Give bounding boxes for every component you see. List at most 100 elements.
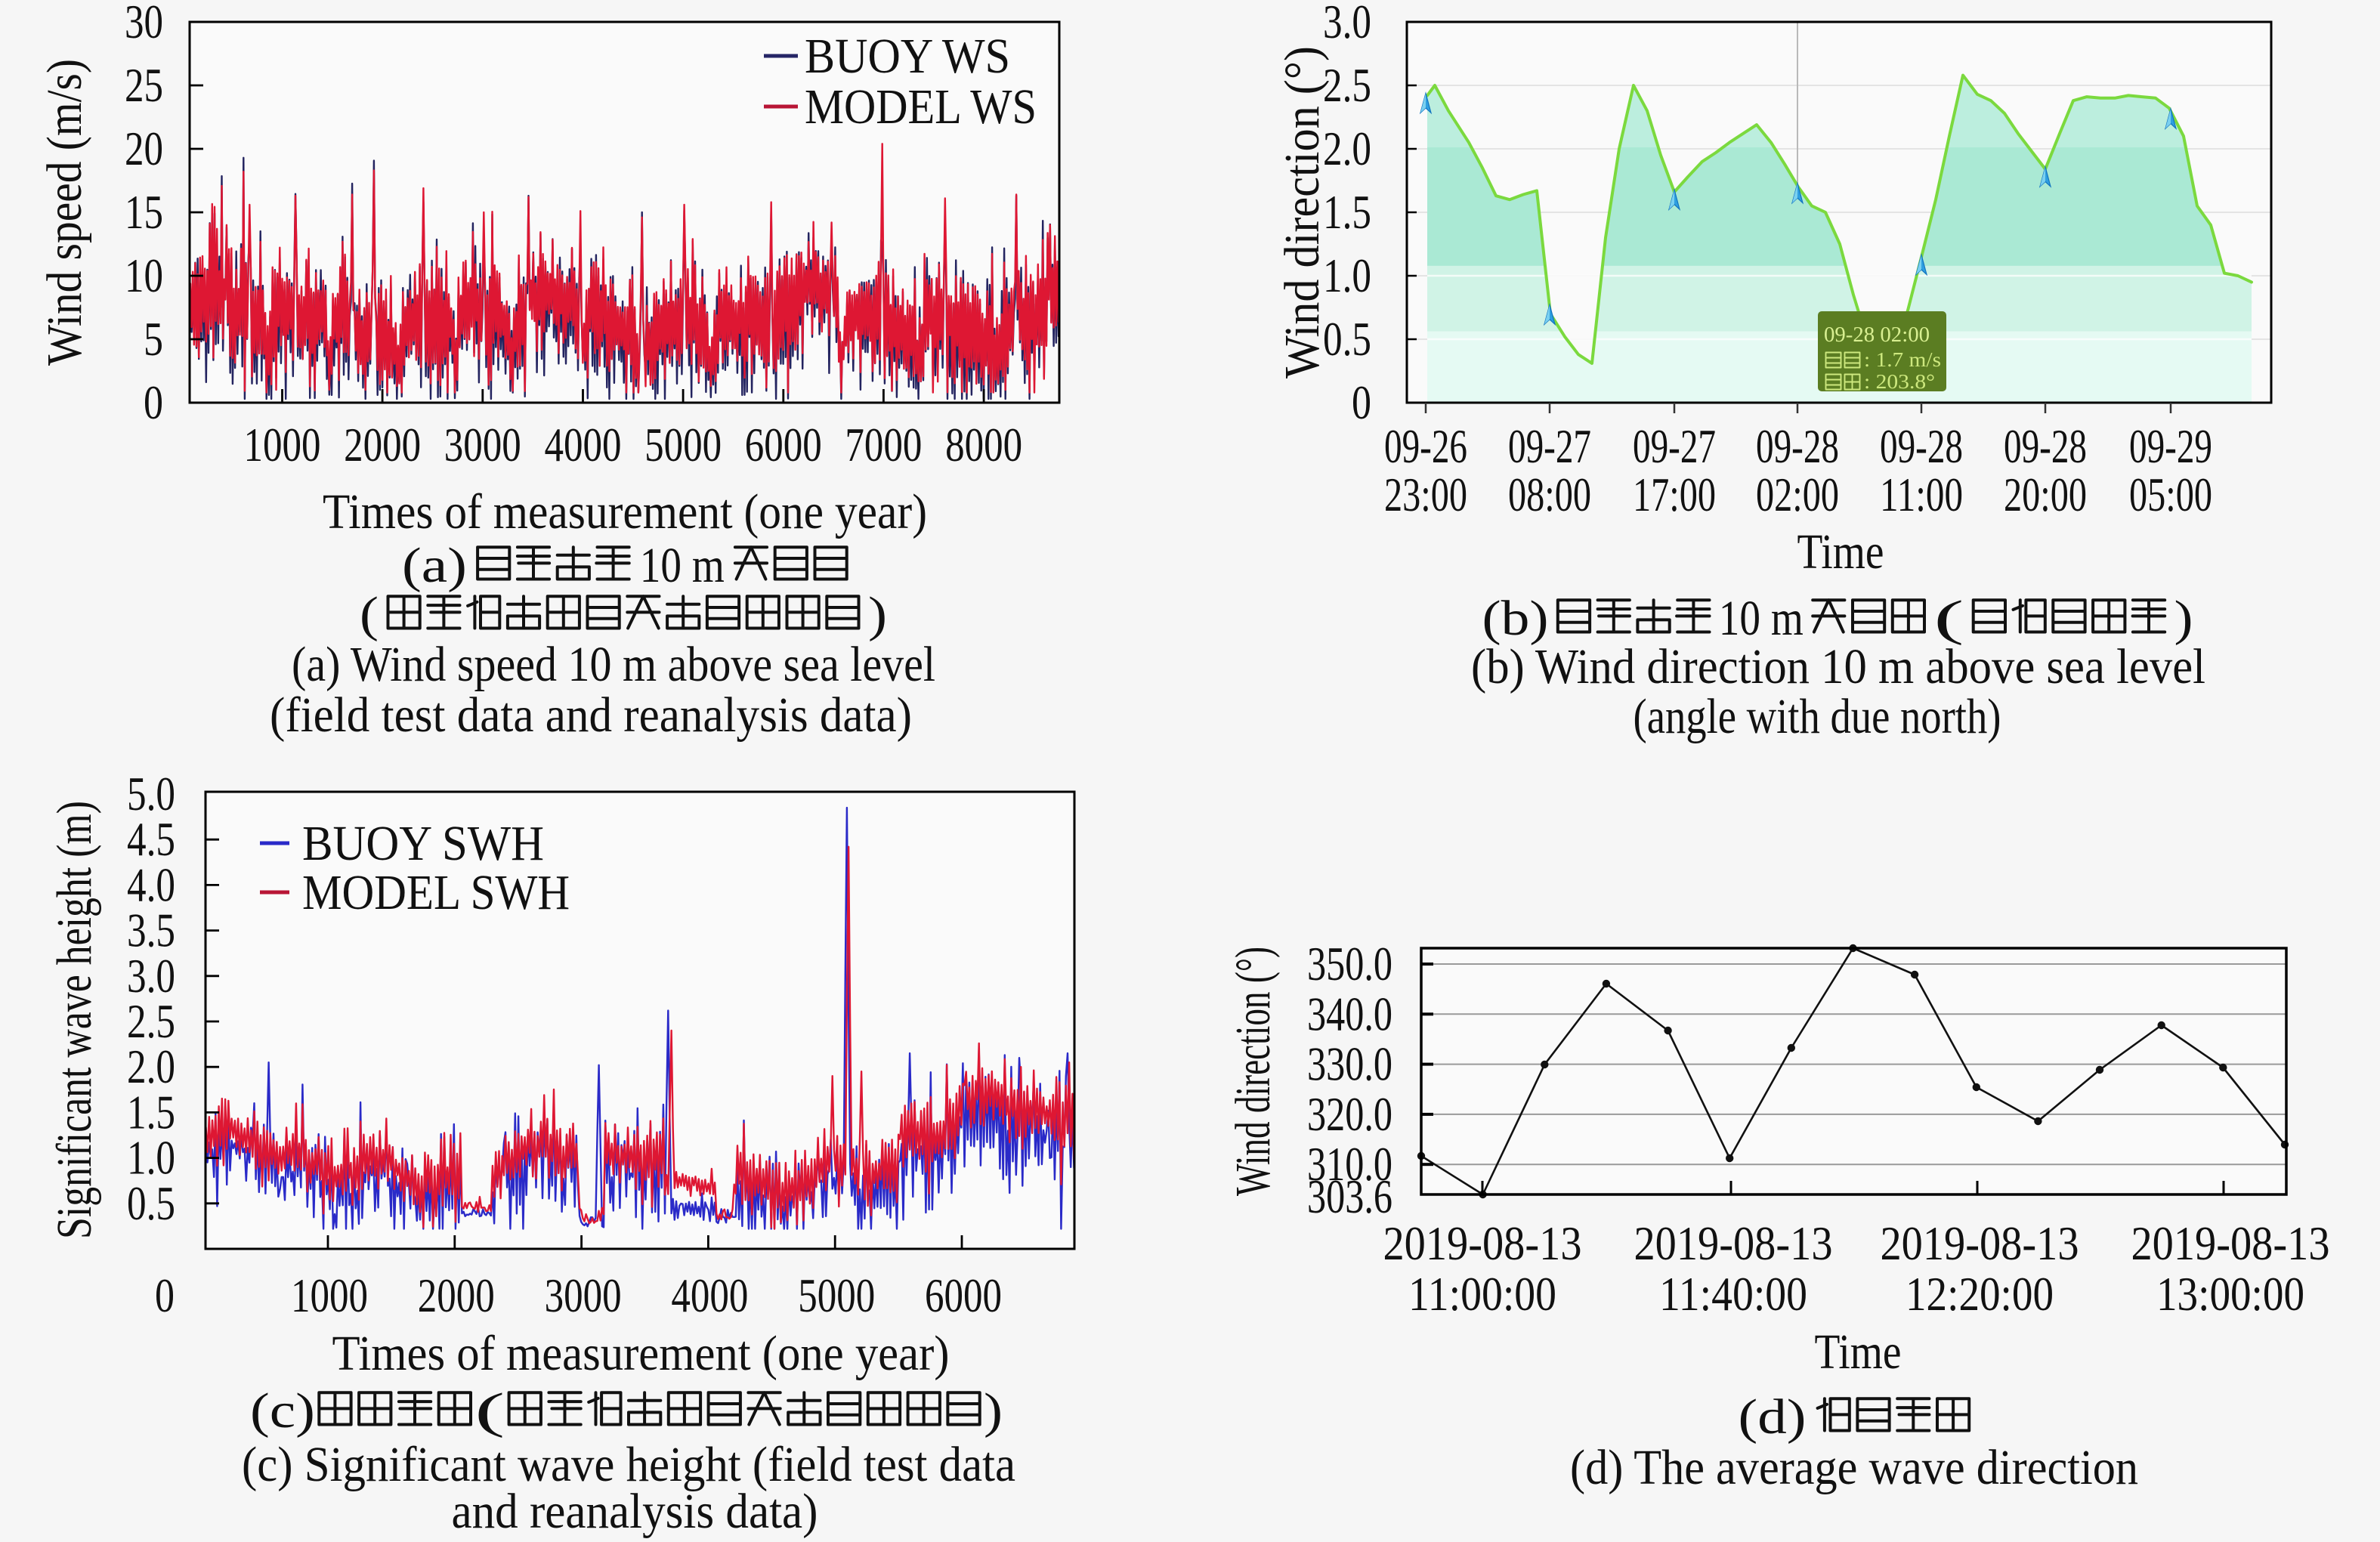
svg-text:3.5: 3.5 [127, 904, 175, 957]
svg-text:: 203.8°: : 203.8° [1864, 370, 1935, 393]
svg-text:4.0: 4.0 [127, 858, 175, 911]
svg-text:1.5: 1.5 [127, 1085, 175, 1139]
svg-text:(b) Wind direction 10 m above: (b) Wind direction 10 m above sea level [1471, 639, 2205, 694]
svg-text:09-26: 09-26 [1384, 419, 1467, 473]
svg-text:1000: 1000 [244, 418, 321, 471]
svg-text:2.5: 2.5 [1323, 58, 1371, 112]
svg-text:Wind speed (m/s): Wind speed (m/s) [37, 59, 92, 366]
svg-text:2.0: 2.0 [127, 1040, 175, 1093]
svg-text:2019-08-13: 2019-08-13 [1634, 1216, 1833, 1270]
svg-text:): ) [868, 587, 887, 642]
svg-text:5000: 5000 [644, 418, 722, 471]
svg-text:(a) Wind speed 10 m above sea: (a) Wind speed 10 m above sea level [292, 637, 935, 692]
svg-text:(: ( [1933, 591, 1964, 646]
svg-text:310.0: 310.0 [1307, 1137, 1392, 1191]
svg-text:Times of measurement (one year: Times of measurement (one year) [332, 1326, 950, 1381]
svg-text:08:00: 08:00 [1508, 468, 1591, 521]
svg-text:10: 10 [125, 249, 163, 302]
svg-text:(d) The average wave direction: (d) The average wave direction [1570, 1440, 2138, 1495]
svg-text:Times of measurement (one year: Times of measurement (one year) [323, 484, 927, 539]
svg-text:and reanalysis data): and reanalysis data) [452, 1484, 818, 1539]
svg-text:11:00: 11:00 [1880, 468, 1963, 521]
svg-text:BUOY SWH: BUOY SWH [302, 816, 544, 871]
svg-text:6000: 6000 [745, 418, 822, 471]
svg-text:2.0: 2.0 [1323, 122, 1371, 175]
svg-text:8000: 8000 [945, 418, 1022, 471]
svg-text:(d): (d) [1739, 1389, 1807, 1445]
svg-text:Significant wave height (m): Significant wave height (m) [47, 801, 102, 1239]
svg-text:2000: 2000 [344, 418, 421, 471]
svg-text:0: 0 [155, 1269, 175, 1322]
svg-text:3000: 3000 [545, 1269, 622, 1322]
svg-text:10 m: 10 m [1719, 591, 1804, 646]
svg-text:25: 25 [125, 58, 163, 112]
svg-text:(c) Significant wave height (f: (c) Significant wave height (field test … [242, 1437, 1015, 1492]
svg-text:(b): (b) [1482, 591, 1549, 646]
svg-text:1.0: 1.0 [127, 1131, 175, 1185]
svg-text:MODEL SWH: MODEL SWH [302, 865, 570, 920]
svg-text:): ) [984, 1383, 1003, 1438]
svg-text:5000: 5000 [798, 1269, 875, 1322]
svg-text:23:00: 23:00 [1384, 468, 1467, 521]
svg-text:3000: 3000 [444, 418, 521, 471]
svg-text:1.0: 1.0 [1323, 249, 1371, 302]
svg-text:7000: 7000 [845, 418, 922, 471]
svg-text:3.0: 3.0 [127, 949, 175, 1003]
svg-text:4.5: 4.5 [127, 812, 175, 866]
svg-text:1.5: 1.5 [1323, 185, 1371, 239]
svg-text:09-27: 09-27 [1508, 419, 1591, 473]
svg-text:(a): (a) [402, 538, 467, 593]
svg-text:11:00:00: 11:00:00 [1408, 1267, 1556, 1321]
svg-text:BUOY WS: BUOY WS [805, 29, 1010, 84]
svg-text:2.5: 2.5 [127, 994, 175, 1048]
svg-text:2019-08-13: 2019-08-13 [1383, 1216, 1582, 1270]
svg-text:320.0: 320.0 [1307, 1087, 1392, 1141]
svg-text:2019-08-13: 2019-08-13 [2131, 1216, 2330, 1270]
svg-text:(c): (c) [250, 1383, 315, 1438]
svg-text:13:00:00: 13:00:00 [2156, 1267, 2304, 1321]
svg-text:330.0: 330.0 [1307, 1037, 1392, 1091]
svg-text:0: 0 [1352, 375, 1371, 429]
svg-text:02:00: 02:00 [1756, 468, 1839, 521]
svg-text:(: ( [474, 1383, 505, 1438]
svg-text:6000: 6000 [925, 1269, 1002, 1322]
svg-text:(: ( [360, 587, 379, 642]
svg-text:2019-08-13: 2019-08-13 [1881, 1216, 2079, 1270]
svg-text:2000: 2000 [418, 1269, 495, 1322]
svg-text:): ) [2174, 591, 2193, 646]
svg-text:05:00: 05:00 [2129, 468, 2212, 521]
svg-text:20:00: 20:00 [2004, 468, 2087, 521]
svg-text:11:40:00: 11:40:00 [1659, 1267, 1807, 1321]
svg-text:Time: Time [1815, 1324, 1902, 1380]
svg-text:: 1.7 m/s: : 1.7 m/s [1864, 348, 1941, 371]
svg-text:09-29: 09-29 [2129, 419, 2212, 473]
svg-text:09-28: 09-28 [1880, 419, 1963, 473]
svg-text:09-28: 09-28 [1756, 419, 1839, 473]
svg-text:0.5: 0.5 [1323, 312, 1371, 366]
svg-text:Time: Time [1797, 524, 1884, 579]
svg-text:Wind direction (°): Wind direction (°) [1226, 947, 1281, 1196]
svg-text:5: 5 [144, 312, 163, 366]
svg-text:Wind direction (°): Wind direction (°) [1275, 46, 1330, 379]
svg-text:12:20:00: 12:20:00 [1906, 1267, 2054, 1321]
svg-text:09-27: 09-27 [1633, 419, 1716, 473]
svg-text:09-28 02:00: 09-28 02:00 [1824, 323, 1930, 347]
svg-text:340.0: 340.0 [1307, 987, 1392, 1040]
svg-text:09-28: 09-28 [2004, 419, 2087, 473]
svg-text:(angle with due north): (angle with due north) [1634, 689, 2001, 744]
svg-text:3.0: 3.0 [1323, 0, 1371, 48]
svg-text:1000: 1000 [291, 1269, 368, 1322]
svg-text:(field test data and reanalysi: (field test data and reanalysis data) [270, 688, 912, 743]
svg-text:4000: 4000 [545, 418, 622, 471]
svg-text:30: 30 [125, 0, 163, 48]
svg-text:15: 15 [125, 185, 163, 239]
svg-text:5.0: 5.0 [127, 767, 175, 820]
svg-text:0.5: 0.5 [127, 1176, 175, 1230]
svg-text:10 m: 10 m [640, 538, 725, 593]
svg-text:20: 20 [125, 122, 163, 175]
svg-text:17:00: 17:00 [1633, 468, 1716, 521]
svg-text:4000: 4000 [671, 1269, 748, 1322]
svg-text:303.6: 303.6 [1307, 1170, 1392, 1223]
svg-text:MODEL WS: MODEL WS [805, 79, 1037, 134]
svg-text:350.0: 350.0 [1307, 937, 1392, 990]
